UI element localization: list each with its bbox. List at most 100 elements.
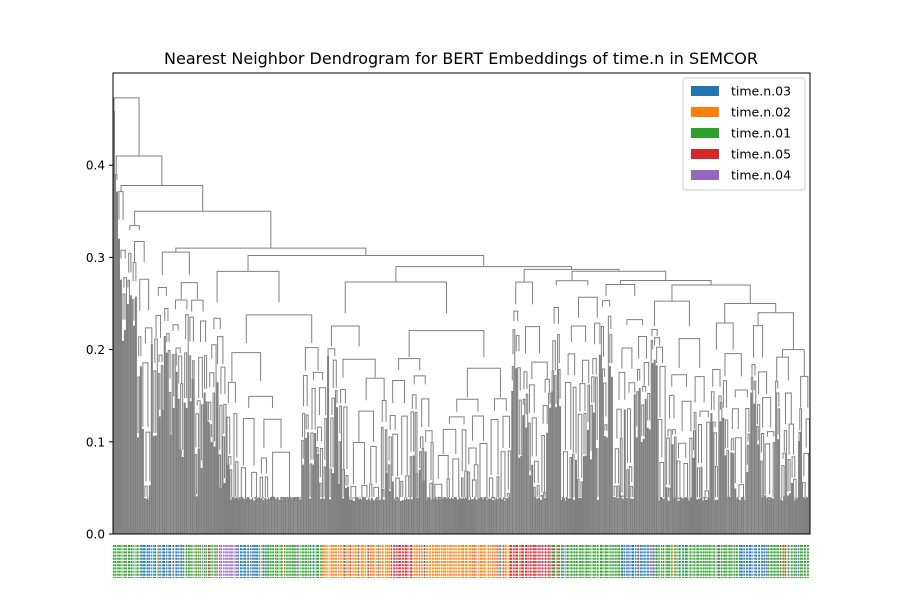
dendrogram-link xyxy=(348,500,351,534)
dendrogram-link xyxy=(331,397,336,534)
dendrogram-link xyxy=(446,478,450,534)
dendrogram-link xyxy=(358,410,374,442)
dendrogram-link xyxy=(174,353,178,534)
dendrogram-link xyxy=(529,475,532,534)
dendrogram-link xyxy=(150,344,153,534)
dendrogram-link xyxy=(682,497,686,534)
dendrogram-link xyxy=(122,293,126,320)
dendrogram-link xyxy=(178,355,183,384)
dendrogram-link xyxy=(678,497,682,500)
dendrogram-link xyxy=(329,499,332,534)
dendrogram-link xyxy=(407,499,410,534)
dendrogram-link xyxy=(218,454,222,534)
dendrogram-link xyxy=(267,499,270,534)
dendrogram-link xyxy=(418,469,421,534)
dendrogram-link xyxy=(134,210,272,249)
dendrogram-link xyxy=(764,495,767,534)
dendrogram-link xyxy=(405,475,410,498)
dendrogram-link xyxy=(273,497,277,534)
dendrogram-link xyxy=(600,325,605,534)
dendrogram-link xyxy=(382,499,385,534)
dendrogram-link xyxy=(761,497,764,534)
dendrogram-link xyxy=(572,386,577,454)
dendrogram-link xyxy=(301,439,304,534)
dendrogram-link xyxy=(603,436,606,534)
dendrogram-link xyxy=(676,460,681,534)
dendrogram-link xyxy=(209,372,215,388)
dendrogram-link xyxy=(620,495,624,534)
dendrogram-link xyxy=(750,376,754,534)
dendrogram-link xyxy=(678,442,687,458)
dendrogram-link xyxy=(230,497,233,534)
y-tick-label: 0.0 xyxy=(86,528,105,542)
dendrogram-link xyxy=(732,453,735,534)
dendrogram-link xyxy=(415,473,419,534)
dendrogram-link xyxy=(714,500,717,534)
dendrogram-link xyxy=(253,497,257,534)
dendrogram-link xyxy=(473,497,477,534)
dendrogram-link xyxy=(292,498,295,534)
dendrogram-link xyxy=(577,413,583,478)
dendrogram-link xyxy=(259,476,264,498)
dendrogram-link xyxy=(699,410,709,417)
dendrogram-link xyxy=(233,413,238,534)
dendrogram-link xyxy=(523,371,528,390)
dendrogram-link xyxy=(175,371,178,534)
dendrogram-link xyxy=(428,497,432,534)
dendrogram-link xyxy=(419,451,422,534)
dendrogram-link xyxy=(583,412,587,455)
dendrogram-link xyxy=(184,352,188,399)
dendrogram-link xyxy=(335,389,338,534)
dendrogram-link xyxy=(656,346,664,363)
dendrogram-link xyxy=(693,430,696,534)
dendrogram-link xyxy=(630,485,634,498)
dendrogram-link xyxy=(219,487,222,534)
dendrogram-link xyxy=(619,438,623,534)
dendrogram-link xyxy=(280,497,299,499)
dendrogram-link xyxy=(369,483,373,498)
dendrogram-link xyxy=(299,499,302,534)
dendrogram-link xyxy=(589,459,592,534)
dendrogram-link xyxy=(210,442,213,534)
dendrogram-link xyxy=(621,347,633,369)
dendrogram-link xyxy=(395,477,400,534)
dendrogram-link xyxy=(499,497,503,534)
dendrogram-link xyxy=(772,498,775,534)
legend-label: time.n.02 xyxy=(731,105,791,120)
dendrogram-link xyxy=(381,399,387,422)
dendrogram-link xyxy=(449,416,465,425)
dendrogram-link xyxy=(684,497,687,534)
dendrogram-link xyxy=(728,496,731,534)
dendrogram-link xyxy=(483,498,486,534)
dendrogram-link xyxy=(796,498,799,534)
dendrogram-link xyxy=(464,470,468,534)
dendrogram-link xyxy=(794,500,797,534)
dendrogram-link xyxy=(591,376,595,403)
dendrogram-link xyxy=(678,338,701,369)
dendrogram-link xyxy=(791,483,794,534)
legend-swatch xyxy=(691,128,719,138)
dendrogram-link xyxy=(438,499,441,534)
dendrogram-link xyxy=(751,364,756,376)
dendrogram-link xyxy=(361,484,368,498)
dendrogram-link xyxy=(703,497,707,499)
dendrogram-link xyxy=(710,413,713,534)
dendrogram-link xyxy=(788,423,794,455)
dendrogram-link xyxy=(258,497,261,534)
dendrogram-link xyxy=(309,463,313,534)
dendrogram-link xyxy=(388,491,391,534)
dendrogram-link xyxy=(803,453,810,534)
dendrogram-link xyxy=(461,477,464,534)
dendrogram-link xyxy=(324,417,328,534)
dendrogram-link xyxy=(290,497,296,502)
dendrogram-link xyxy=(693,412,697,534)
dendrogram-link xyxy=(601,368,606,534)
dendrogram-link xyxy=(365,377,385,401)
dendrogram-link xyxy=(403,500,406,534)
dendrogram-link xyxy=(548,392,551,534)
dendrogram-link xyxy=(250,497,253,534)
dendrogram-link xyxy=(528,422,531,534)
dendrogram-link xyxy=(746,472,749,534)
dendrogram-link xyxy=(144,327,153,344)
dendrogram-link xyxy=(157,373,161,534)
